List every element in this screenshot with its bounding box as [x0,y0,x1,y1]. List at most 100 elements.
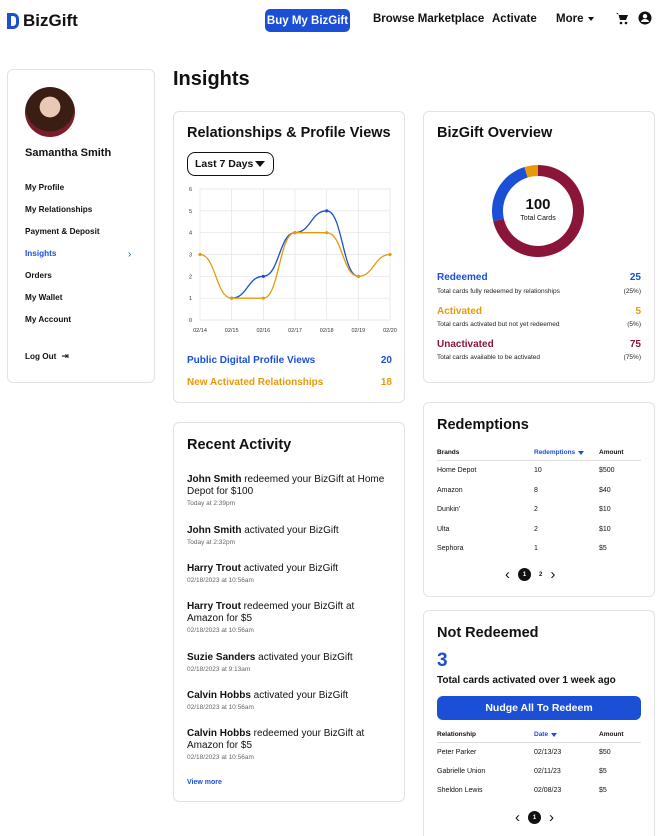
activity-time: 02/18/2023 at 10:56am [187,577,254,584]
page-1-button[interactable]: 1 [518,568,531,581]
overview-title: BizGift Overview [437,125,553,141]
redemptions-title: Redemptions [437,417,529,433]
sidebar-item-my-profile[interactable]: My Profile [25,183,65,192]
activity-item: John Smith activated your BizGift [187,525,392,537]
buy-my-bizgift-button[interactable]: Buy My BizGift [265,9,350,32]
nav-activate[interactable]: Activate [492,13,537,25]
next-page-icon[interactable]: › [550,566,556,583]
logo-icon [7,13,19,29]
activity-time: 02/18/2023 at 10:56am [187,704,254,711]
redemption-cell: 2 [534,525,538,533]
not-redeemed-cell: Gabrielle Union [437,768,486,775]
bizgift-logo[interactable]: BizGift [7,11,78,31]
x-tick-label: 02/14 [193,328,207,334]
line-chart: 0 1 2 3 4 5 6 02/14 02/15 02/16 02/17 02/18 02/19 02/… [189,187,397,334]
data-point[interactable] [388,252,392,257]
activity-name: Calvin Hobbs [187,690,251,701]
sidebar-item-my-wallet[interactable]: My Wallet [25,293,63,302]
redemption-cell: 2 [534,506,538,513]
prev-page-icon[interactable]: ‹ [515,809,520,826]
not-redeemed-cell: Sheldon Lewis [437,787,483,794]
redemption-cell: $10 [599,506,611,513]
activity-name: Harry Trout [187,563,241,574]
activity-time: 02/18/2023 at 9:13am [187,666,251,673]
activity-text: redeemed your BizGift at Amazon for $5 [187,601,355,624]
activity-name: John Smith [187,525,242,536]
not-redeemed-cell: $5 [599,787,607,794]
x-tick-label: 02/17 [288,328,302,334]
redemption-cell: Dunkin' [437,506,461,513]
data-point[interactable] [325,209,329,213]
redemption-cell: 10 [534,467,542,474]
activity-time: 02/18/2023 at 10:56am [187,627,254,634]
col-redemptions-sort[interactable]: Redemptions [534,449,585,456]
chevron-down-icon [588,17,595,21]
page-title: Insights [173,68,250,90]
profile-sidebar [7,69,155,383]
x-tick-label: 02/20 [383,328,397,334]
cart-icon[interactable] [615,11,629,25]
overview-redeemed: Redeemed 25 [437,272,641,283]
legend-activated-relationships: New Activated Relationships 18 [187,377,392,388]
sidebar-item-my-relationships[interactable]: My Relationships [25,205,93,214]
donut-slice-redeemed[interactable] [492,167,528,222]
table-divider [437,742,641,743]
data-point[interactable] [198,252,202,257]
y-tick-label: 4 [189,231,192,237]
overview-activated-desc: Total cards activated but not yet redeem… [437,321,641,328]
view-more-link[interactable]: View more [187,779,222,786]
col-date-sort[interactable]: Date [534,731,558,738]
sidebar-item-orders[interactable]: Orders [25,271,52,280]
recent-activity-card [173,422,405,802]
next-page-icon[interactable]: › [549,809,554,826]
redemption-cell: $500 [599,467,615,474]
sort-down-icon [578,450,585,455]
activity-name: Harry Trout [187,601,241,612]
data-point[interactable] [261,274,265,278]
data-point[interactable] [230,296,234,300]
nudge-all-button[interactable]: Nudge All To Redeem [437,696,641,720]
user-account-icon[interactable] [638,11,652,25]
sidebar-item-my-account[interactable]: My Account [25,315,72,324]
not-redeemed-cell: $50 [599,749,611,756]
nav-more[interactable]: More [556,13,595,25]
sidebar-item-insights[interactable]: Insights [25,249,57,258]
data-point[interactable] [356,274,360,278]
activity-text: redeemed your BizGift at Amazon for $5 [187,728,365,751]
y-tick-label: 5 [189,209,192,215]
nav-browse-marketplace[interactable]: Browse Marketplace [373,13,485,25]
data-point[interactable] [325,231,329,235]
relationships-card [173,111,405,403]
col-brands: Brands [437,449,460,456]
page-1-button[interactable]: 1 [528,811,541,824]
chevron-right-icon: › [128,249,132,260]
overview-redeemed-desc: Total cards fully redeemed by relationsh… [437,288,641,295]
y-tick-label: 3 [189,253,192,259]
overview-donut-chart [492,165,584,257]
activity-item: Harry Trout activated your BizGift [187,563,392,575]
date-range-select[interactable]: Last 7 Days [187,152,274,176]
redemption-cell: $10 [599,525,611,533]
donut-total-label: Total Cards [520,215,556,222]
y-tick-label: 0 [189,318,192,324]
activity-text: redeemed your BizGift at Home Depot for … [187,474,385,497]
legend-profile-views: Public Digital Profile Views 20 [187,355,392,366]
prev-page-icon[interactable]: ‹ [505,566,510,583]
donut-slice-activated[interactable] [524,165,538,178]
avatar [25,87,75,137]
activity-name: Calvin Hobbs [187,728,251,739]
not-redeemed-cell: 02/11/23 [534,768,561,775]
x-tick-label: 02/16 [256,328,270,334]
not-redeemed-cell: Peter Parker [437,749,477,756]
data-point[interactable] [293,231,297,235]
sidebar-item-payment-deposit[interactable]: Payment & Deposit [25,227,100,236]
redemption-cell: Amazon [437,486,463,494]
activity-text: activated your BizGift [250,690,349,701]
page-2-button[interactable]: 2 [539,571,543,578]
x-tick-label: 02/18 [320,328,334,334]
not-redeemed-title: Not Redeemed [437,625,539,641]
activity-item: Suzie Sanders activated your BizGift [187,652,392,664]
overview-unactivated-desc: Total cards available to be activated (7… [437,354,641,361]
logout-link[interactable]: Log Out ⇥ [25,351,69,361]
data-point[interactable] [261,296,265,300]
